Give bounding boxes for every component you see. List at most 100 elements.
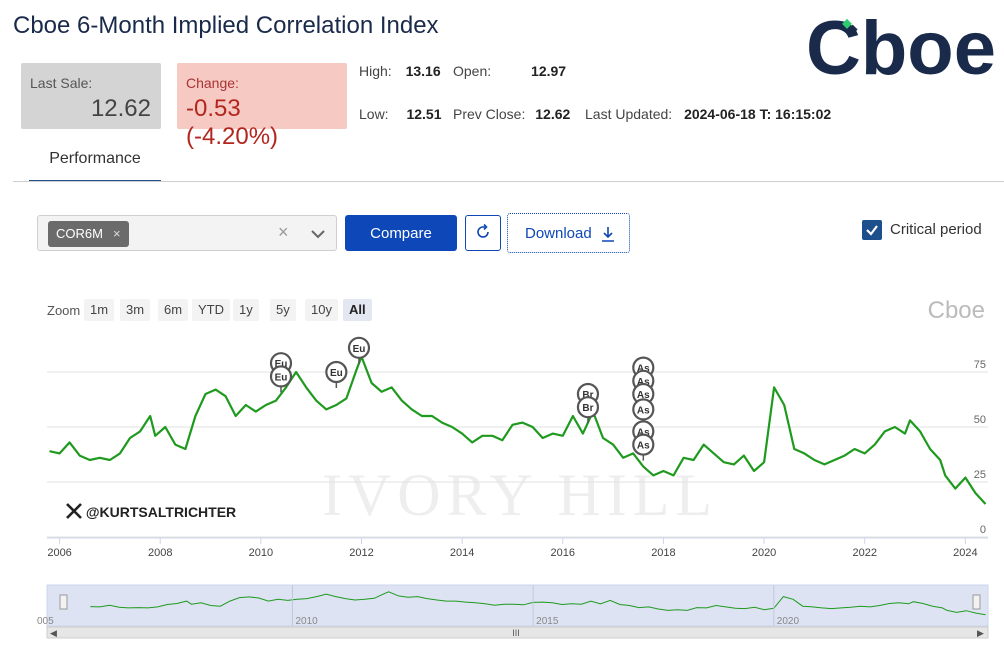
navigator-range: [46, 584, 989, 627]
scroll-right-icon[interactable]: ▶: [977, 628, 984, 638]
change-value: -0.53 (-4.20%): [186, 95, 279, 150]
navigator-scrollbar[interactable]: [46, 626, 989, 639]
symbol-chip[interactable]: COR6M ×: [48, 221, 129, 247]
prev-close-value: 12.62: [535, 106, 571, 122]
zoom-3m-button[interactable]: 3m: [120, 299, 151, 321]
event-marker[interactable]: Eu: [269, 365, 293, 393]
last-updated-value: 2024-06-18 T: 16:15:02: [684, 106, 832, 122]
event-marker[interactable]: Eu: [325, 360, 348, 388]
event-marker-label: Eu: [353, 344, 366, 355]
zoom-10y-button[interactable]: 10y: [305, 299, 338, 321]
event-marker-label: Br: [582, 403, 593, 414]
critical-period-checkbox[interactable]: [862, 220, 882, 240]
y-tick-label: 0: [980, 524, 986, 536]
event-marker-label: Eu: [330, 368, 343, 379]
tab-divider: [13, 181, 1004, 182]
x-logo-icon: [66, 503, 82, 519]
zoom-5y-button[interactable]: 5y: [270, 299, 296, 321]
series-line: [49, 355, 987, 505]
navigator-tick-label: 005: [37, 616, 54, 627]
low-value: 12.51: [406, 106, 442, 122]
change-label: Change:: [186, 75, 239, 91]
event-marker-label: As: [637, 377, 650, 388]
cboe-logo-text: Cboe: [806, 12, 996, 84]
y-tick-label: 50: [974, 414, 986, 426]
x-tick-label: 2012: [349, 547, 373, 559]
event-marker-circle: [325, 360, 348, 384]
x-tick-label: 2008: [148, 547, 172, 559]
high-label: High:: [359, 63, 392, 79]
x-tick-label: 2006: [47, 547, 71, 559]
symbol-selector[interactable]: COR6M × ×: [37, 215, 337, 251]
event-marker-circle: [576, 396, 600, 419]
y-tick-label: 75: [974, 359, 986, 371]
event-marker-circle: [632, 398, 655, 421]
compare-button[interactable]: Compare: [345, 215, 457, 251]
event-marker-circle: [632, 433, 655, 456]
event-marker-label: As: [637, 405, 650, 416]
open-label: Open:: [453, 63, 492, 79]
low-label: Low:: [359, 106, 389, 122]
ivory-hill-watermark: IVORY HILL: [322, 462, 718, 528]
handle-watermark: @KURTSALTRICHTER: [66, 503, 236, 520]
check-icon: [866, 225, 878, 236]
cboe-logo-diamond-icon: [842, 18, 858, 35]
download-icon: [602, 227, 614, 242]
cboe-logo: Cboe: [806, 12, 996, 84]
handle-text: @KURTSALTRICHTER: [85, 504, 237, 520]
x-tick-label: 2018: [651, 547, 675, 559]
chip-remove-icon[interactable]: ×: [112, 226, 121, 241]
event-marker-circle: [269, 365, 293, 388]
x-tick-label: 2014: [450, 547, 474, 559]
event-marker[interactable]: As: [632, 433, 655, 461]
zoom-1y-button[interactable]: 1y: [233, 299, 259, 321]
event-marker[interactable]: Eu: [347, 336, 371, 364]
clear-icon[interactable]: ×: [278, 222, 289, 242]
zoom-label: Zoom: [47, 303, 81, 318]
zoom-all-button[interactable]: All: [343, 299, 372, 321]
line-chart[interactable]: IVORY HILL Cboe 0 25 50 75 2006 2008 2010 2012 201…: [0, 290, 1004, 645]
event-marker-circle: [347, 336, 371, 359]
last-sale-label: Last Sale:: [30, 75, 93, 91]
high-stat: High: 13.16: [359, 63, 441, 79]
scrollbar-grip-icon: III: [512, 628, 520, 638]
critical-period-label: Critical period: [890, 221, 982, 238]
low-stat: Low: 12.51: [359, 106, 442, 122]
navigator-tick-label: 2015: [536, 616, 559, 627]
tab-performance[interactable]: Performance: [29, 140, 161, 182]
page-title: Cboe 6-Month Implied Correlation Index: [13, 12, 439, 39]
event-marker[interactable]: As: [632, 382, 655, 410]
x-tick-label: 2020: [752, 547, 776, 559]
scroll-left-icon[interactable]: ◀: [50, 628, 57, 638]
event-marker[interactable]: Br: [576, 396, 600, 424]
x-tick-label: 2022: [852, 547, 876, 559]
last-sale-box: Last Sale: 12.62: [21, 63, 161, 129]
download-button[interactable]: Download: [507, 213, 630, 253]
symbol-chip-label: COR6M: [56, 226, 103, 241]
download-label: Download: [525, 224, 592, 242]
high-value: 13.16: [405, 63, 441, 79]
y-tick-label: 25: [974, 469, 986, 481]
navigator-tick-label: 2020: [777, 616, 800, 627]
event-marker-label: Eu: [275, 359, 288, 370]
open-stat: Open: 12.97: [453, 63, 566, 79]
event-marker-label: As: [637, 390, 650, 401]
zoom-6m-button[interactable]: 6m: [158, 299, 189, 321]
last-updated-label: Last Updated:: [585, 106, 673, 122]
x-tick-label: 2024: [953, 547, 977, 559]
chart-logo: Cboe: [928, 297, 985, 324]
event-marker-label: As: [637, 364, 650, 375]
navigator-tick-label: 2010: [295, 616, 318, 627]
chevron-down-icon[interactable]: [308, 224, 328, 244]
refresh-icon: [477, 223, 489, 238]
zoom-ytd-button[interactable]: YTD: [192, 299, 230, 321]
navigator-series-line: [90, 591, 986, 616]
event-marker[interactable]: As: [632, 398, 655, 426]
refresh-button[interactable]: [465, 215, 501, 251]
navigator-handle[interactable]: [972, 594, 981, 610]
zoom-1m-button[interactable]: 1m: [84, 299, 115, 321]
event-marker-label: As: [637, 441, 650, 452]
prev-close-label: Prev Close:: [453, 106, 526, 122]
navigator-handle[interactable]: [59, 594, 68, 610]
last-updated-stat: Last Updated: 2024-06-18 T: 16:15:02: [585, 106, 831, 122]
